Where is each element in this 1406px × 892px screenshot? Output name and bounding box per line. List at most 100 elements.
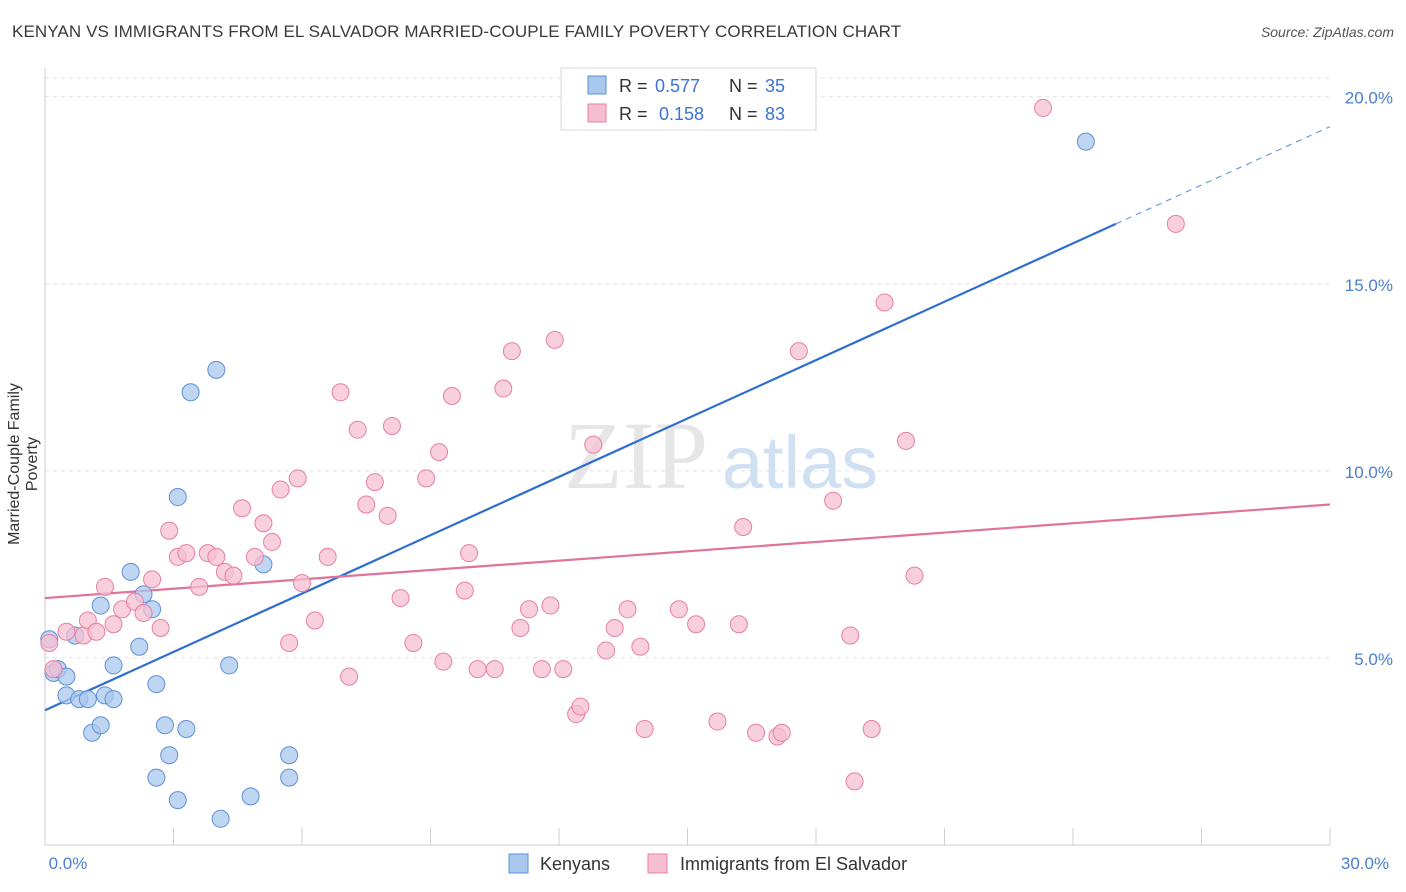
watermark: ZIP atlas — [564, 402, 878, 509]
kenyans-point — [160, 746, 179, 765]
y-tick-label: 20.0% — [1345, 89, 1393, 108]
kenyans-point — [241, 787, 260, 806]
kenyans-point — [280, 746, 299, 765]
el-salvador-point — [571, 697, 590, 716]
el-salvador-point — [824, 491, 843, 510]
el-salvador-point — [687, 615, 706, 634]
stats-legend: R = 0.577 N = 35 R = 0.158 N = 83 — [560, 67, 817, 131]
series-legend: Kenyans Immigrants from El Salvador — [508, 853, 907, 874]
axes: 5.0% 10.0% 15.0% 20.0% 0.0% 30.0% — [44, 68, 1393, 873]
el-salvador-point — [845, 772, 864, 791]
el-salvador-point — [293, 574, 311, 593]
kenyans-point — [1076, 132, 1095, 151]
el-salvador-point — [177, 544, 196, 563]
el-salvador-point — [95, 577, 114, 596]
legend-r-label: R = — [619, 76, 648, 96]
series-legend-swatch-el-salvador — [647, 853, 668, 874]
y-tick-label: 10.0% — [1345, 463, 1393, 482]
el-salvador-point — [460, 544, 479, 563]
el-salvador-point — [430, 443, 449, 462]
el-salvador-point — [404, 633, 423, 652]
el-salvador-point — [134, 604, 153, 623]
legend-n-label: N = — [729, 104, 758, 124]
el-salvador-point — [271, 480, 290, 499]
kenyans-point — [91, 596, 110, 615]
kenyans-point — [280, 768, 299, 787]
el-salvador-point — [584, 435, 603, 454]
el-salvador-point — [708, 712, 727, 731]
series-legend-label-kenyans: Kenyans — [540, 854, 610, 874]
data-points — [40, 98, 1185, 828]
el-salvador-point — [104, 615, 123, 634]
el-salvador-point — [40, 633, 59, 652]
series-legend-label-el-salvador: Immigrants from El Salvador — [680, 854, 907, 874]
el-salvador-point — [875, 293, 894, 312]
x-tick-label: 0.0% — [49, 854, 88, 873]
el-salvador-point — [502, 342, 521, 361]
el-salvador-point — [57, 622, 76, 641]
legend-r-label: R = — [619, 104, 648, 124]
el-salvador-point — [494, 379, 513, 398]
el-salvador-point — [631, 637, 650, 656]
kenyans-point — [181, 383, 200, 402]
legend-n-value: 83 — [765, 104, 785, 124]
legend-r-value: 0.158 — [659, 104, 704, 124]
el-salvador-point — [44, 660, 63, 679]
kenyans-trend-line — [44, 222, 1117, 712]
chart-title: KENYAN VS IMMIGRANTS FROM EL SALVADOR MA… — [12, 22, 902, 41]
el-salvador-point — [280, 633, 299, 652]
el-salvador-point — [357, 495, 376, 514]
kenyans-point — [155, 716, 174, 735]
el-salvador-point — [263, 532, 282, 551]
el-salvador-point — [365, 473, 384, 492]
watermark-atlas: atlas — [722, 421, 878, 504]
el-salvador-point — [669, 600, 688, 619]
el-salvador-point — [597, 641, 616, 660]
el-salvador-point — [520, 600, 539, 619]
el-salvador-point — [318, 547, 337, 566]
el-salvador-point — [87, 622, 106, 641]
kenyans-point — [121, 562, 140, 581]
el-salvador-point — [789, 342, 808, 361]
kenyans-point — [168, 488, 187, 507]
legend-swatch-kenyans — [587, 75, 607, 95]
el-salvador-point — [1166, 214, 1185, 233]
el-salvador-point — [151, 618, 170, 637]
el-salvador-point — [485, 660, 504, 679]
el-salvador-point — [254, 514, 273, 533]
kenyans-point — [177, 720, 196, 739]
el-salvador-point — [1034, 98, 1053, 117]
el-salvador-point — [532, 660, 551, 679]
kenyans-point — [207, 360, 226, 379]
el-salvador-point — [545, 330, 564, 349]
trend-lines — [44, 126, 1331, 712]
el-salvador-point — [340, 667, 359, 686]
el-salvador-point — [288, 469, 307, 488]
series-legend-swatch-kenyans — [508, 853, 529, 874]
kenyans-trend-extension — [1115, 126, 1331, 225]
y-tick-label: 15.0% — [1345, 276, 1393, 295]
legend-swatch-el-salvador — [587, 103, 607, 123]
el-salvador-point — [224, 566, 243, 585]
kenyans-point — [147, 768, 166, 787]
el-salvador-point — [905, 566, 924, 585]
el-salvador-point — [511, 618, 530, 637]
x-tick-label: 30.0% — [1341, 854, 1389, 873]
el-salvador-point — [468, 660, 487, 679]
el-salvador-point — [378, 506, 397, 525]
el-salvador-point — [143, 570, 162, 589]
el-salvador-point — [442, 387, 461, 406]
el-salvador-point — [455, 581, 474, 600]
el-salvador-point — [417, 469, 436, 488]
kenyans-point — [104, 656, 123, 675]
el-salvador-point — [635, 720, 654, 739]
el-salvador-point — [190, 577, 209, 596]
legend-n-label: N = — [729, 76, 758, 96]
el-salvador-point — [382, 416, 401, 435]
el-salvador-point — [729, 615, 748, 634]
el-salvador-point — [554, 660, 573, 679]
el-salvador-point — [233, 499, 252, 518]
el-salvador-point — [207, 547, 226, 566]
el-salvador-point — [160, 521, 179, 540]
